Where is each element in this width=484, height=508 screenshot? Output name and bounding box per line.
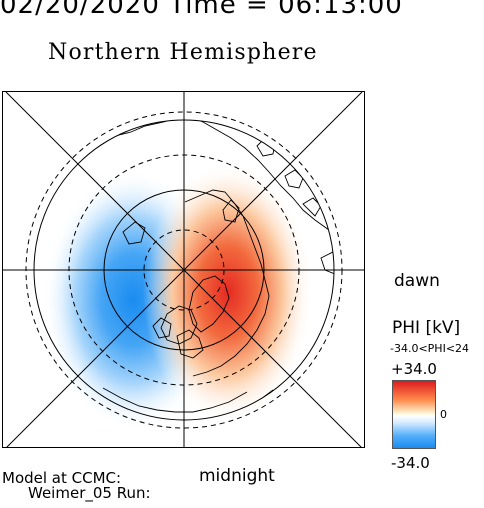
potential-cells [43, 162, 313, 430]
graticule [3, 92, 364, 447]
date-time-title: 02/20/2020 Time = 06:13:00 [0, 0, 403, 20]
colorbar-title: PHI [kV] [392, 318, 461, 338]
meridian-diagonal-1 [5, 92, 362, 447]
dawn-label: dawn [394, 271, 440, 291]
positive-potential-cell [143, 162, 313, 422]
colorbar-max-label: +34.0 [391, 360, 437, 378]
meridian-diagonal-2 [6, 92, 363, 447]
colorbar-min-label: -34.0 [391, 454, 430, 472]
polar-map [2, 91, 365, 448]
hemisphere-title: Northern Hemisphere [48, 40, 318, 65]
run-label: Weimer_05 Run: [28, 484, 151, 502]
polar-map-plot [3, 92, 364, 447]
colorbar-range-label: -34.0<PHI<24 [390, 342, 470, 355]
midnight-label: midnight [199, 466, 275, 486]
colorbar-mid-label: 0 [440, 408, 447, 421]
model-label: Model at CCMC: [2, 469, 122, 487]
colorbar [392, 380, 436, 449]
